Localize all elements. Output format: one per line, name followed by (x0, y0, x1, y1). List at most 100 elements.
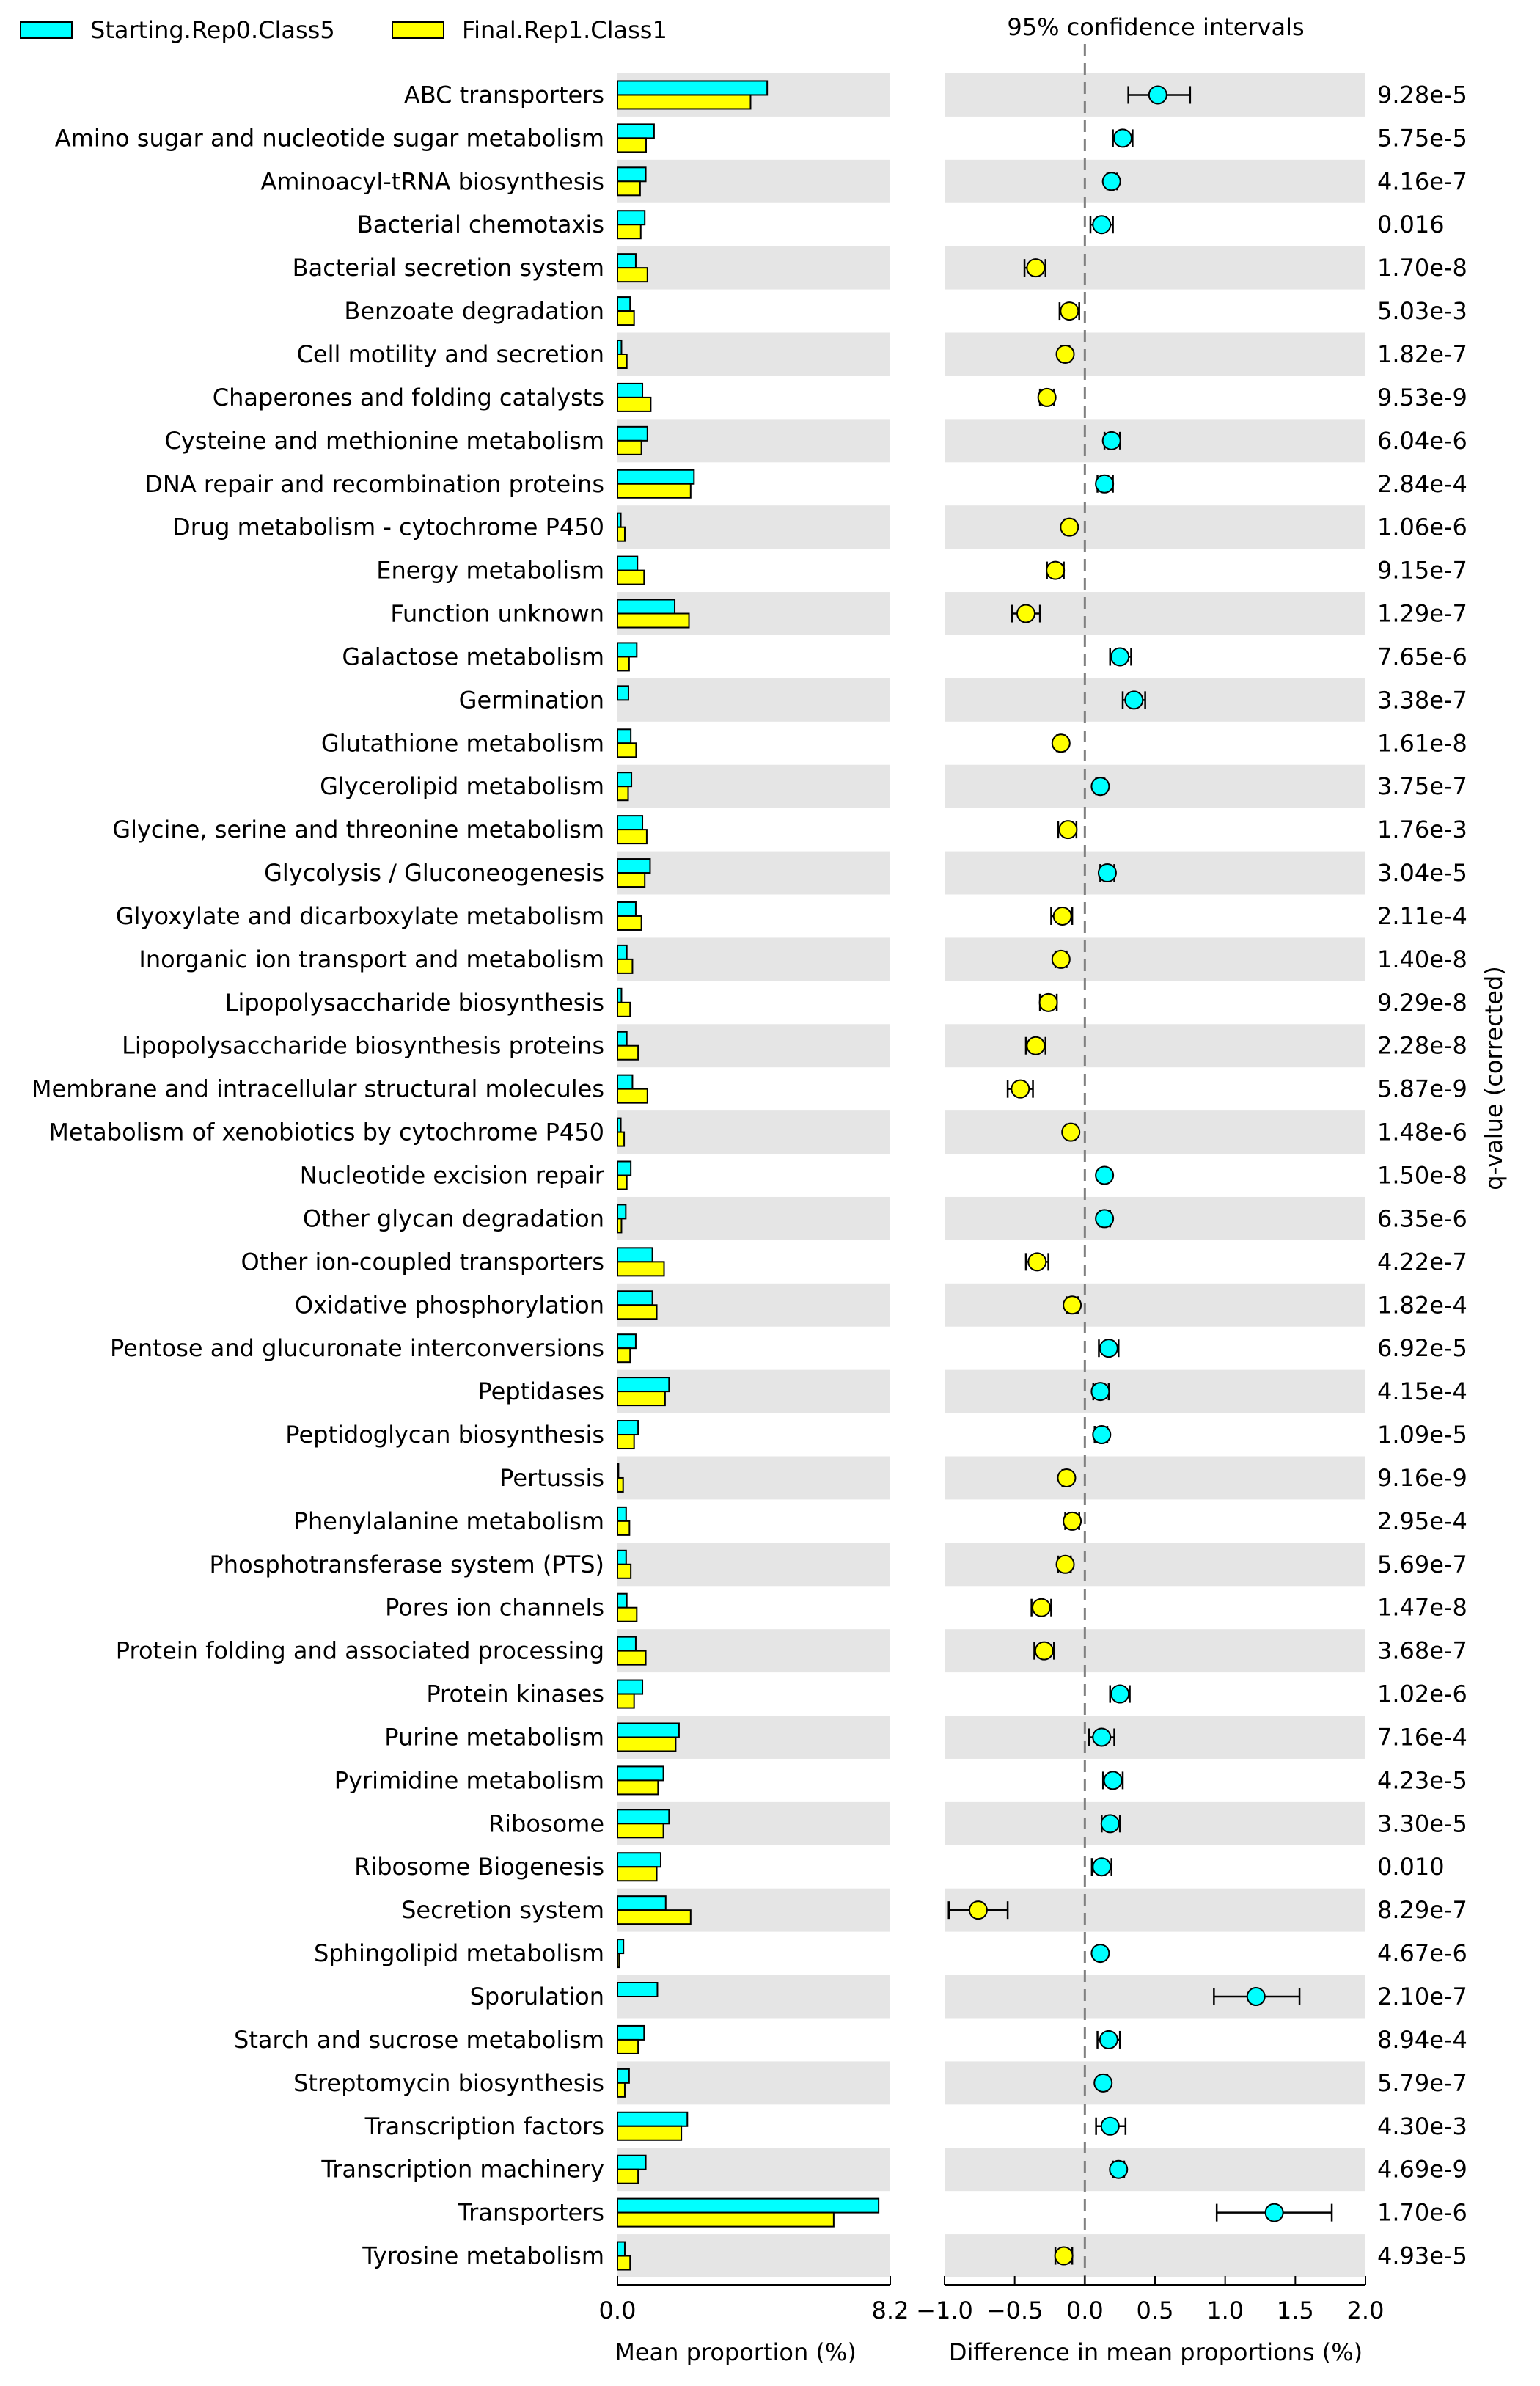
mean-proportion-axis-label: Mean proportion (%) (615, 2338, 857, 2366)
bar-final (617, 137, 648, 153)
bar-final (617, 656, 630, 672)
row-stripe (945, 2234, 1365, 2277)
row-stripe (617, 1283, 890, 1327)
tick-label: 1.0 (1206, 2297, 1244, 2324)
bar-final (617, 439, 642, 455)
row-stripe (945, 1369, 1365, 1413)
bar-final (617, 267, 648, 283)
q-value: 1.70e-8 (1377, 254, 1467, 282)
bar-final (617, 1218, 623, 1234)
row-stripe (945, 419, 1365, 463)
bar-starting (617, 1636, 637, 1652)
q-value: 1.70e-6 (1377, 2199, 1467, 2227)
diff-point (1058, 820, 1078, 840)
bar-starting (617, 80, 769, 96)
bar-starting (617, 1895, 667, 1911)
category-label: Pertussis (499, 1464, 604, 1492)
row-stripe (945, 2148, 1365, 2192)
category-label: Chaperones and folding catalysts (213, 384, 604, 411)
bar-starting (617, 1074, 634, 1090)
diff-point (1016, 604, 1035, 623)
q-value: 4.30e-3 (1377, 2112, 1467, 2140)
row-stripe (945, 1024, 1365, 1068)
bar-final (617, 569, 645, 585)
q-value: 8.29e-7 (1377, 1896, 1467, 1924)
q-value: 9.28e-5 (1377, 81, 1467, 109)
diff-point (1099, 2030, 1118, 2049)
bar-starting (617, 1333, 637, 1350)
diff-point (1057, 1468, 1077, 1487)
category-label: Ribosome Biogenesis (354, 1853, 604, 1881)
diff-point (1090, 1382, 1110, 1402)
bar-starting (617, 2068, 630, 2084)
bar-final (617, 1434, 635, 1450)
difference-panel: −1.0 −0.5 0.0 0.5 1.0 1.5 2.0 (916, 44, 1384, 2324)
row-stripe (617, 159, 890, 203)
row-stripe (617, 1975, 890, 2019)
bar-final (617, 1563, 632, 1579)
q-value: 3.04e-5 (1377, 859, 1467, 887)
row-stripe (945, 159, 1365, 203)
bar-final (617, 1174, 628, 1190)
diff-point (1090, 777, 1110, 797)
row-stripe (617, 332, 890, 376)
bar-starting (617, 858, 651, 874)
diff-point (968, 1900, 988, 1920)
q-value: 1.29e-7 (1377, 600, 1467, 628)
category-label: Energy metabolism (376, 557, 604, 585)
bar-final (617, 1909, 692, 1925)
bar-starting (617, 1506, 627, 1522)
row-stripe (945, 246, 1365, 290)
diff-point (1063, 1511, 1082, 1531)
bar-final (617, 742, 637, 758)
category-label: Lipopolysaccharide biosynthesis (225, 989, 604, 1017)
q-value: 5.87e-9 (1377, 1075, 1467, 1103)
q-value: 9.15e-7 (1377, 557, 1467, 585)
category-label: Pyrimidine metabolism (334, 1766, 604, 1794)
category-label: Transcription factors (364, 2112, 604, 2140)
row-stripe (617, 1196, 890, 1240)
category-label: Glutathione metabolism (321, 729, 604, 757)
q-value: 1.48e-6 (1377, 1119, 1467, 1146)
row-stripe (945, 851, 1365, 895)
bar-starting (617, 166, 647, 183)
q-value: 2.28e-8 (1377, 1032, 1467, 1060)
diff-point (1110, 1684, 1130, 1704)
category-label: DNA repair and recombination proteins (144, 470, 604, 498)
category-label: Transporters (457, 2199, 604, 2227)
diff-point (1063, 1295, 1082, 1315)
bar-starting (617, 1592, 628, 1609)
bar-final (617, 526, 626, 542)
bar-starting (617, 210, 646, 226)
bar-final (617, 2255, 631, 2271)
bar-starting (617, 123, 655, 139)
diff-point (1026, 258, 1046, 278)
bar-starting (617, 1679, 644, 1695)
bar-final (617, 1866, 658, 1882)
bar-starting (617, 469, 695, 485)
category-label: Secretion system (401, 1896, 604, 1924)
tick-label: 0.5 (1137, 2297, 1174, 2324)
bar-final (617, 1650, 647, 1666)
row-stripe (945, 764, 1365, 808)
category-label: Oxidative phosphorylation (295, 1291, 604, 1319)
bar-starting (617, 1809, 670, 1825)
tick-label: 1.5 (1277, 2297, 1314, 2324)
category-label: Purine metabolism (384, 1723, 604, 1751)
q-value: 4.69e-9 (1377, 2156, 1467, 2184)
q-value: 2.84e-4 (1377, 470, 1467, 498)
bar-final (617, 786, 629, 802)
diff-point (1037, 387, 1057, 407)
diff-point (1112, 128, 1132, 148)
bar-final (617, 1088, 648, 1104)
category-label: Bacterial chemotaxis (357, 211, 604, 238)
row-stripe (617, 1543, 890, 1587)
row-stripe (617, 2061, 890, 2105)
bar-final (617, 2082, 626, 2098)
diff-point (1046, 560, 1066, 580)
diff-point (1246, 1987, 1266, 2007)
bar-starting (617, 1290, 653, 1306)
row-stripe (617, 1024, 890, 1068)
q-value: 9.29e-8 (1377, 989, 1467, 1017)
bar-starting (617, 2197, 880, 2214)
